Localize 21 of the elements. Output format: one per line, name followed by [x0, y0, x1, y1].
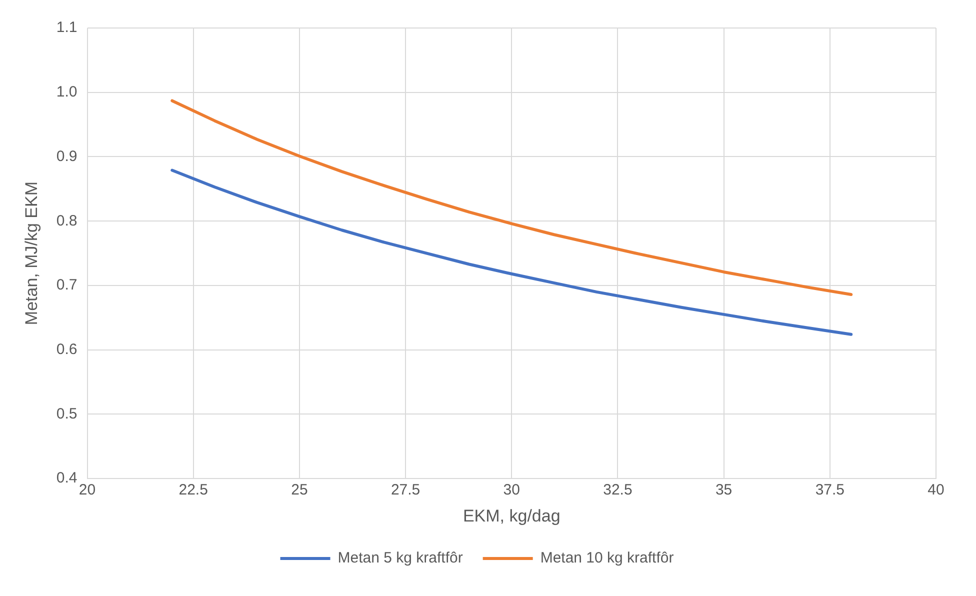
x-axis-title: EKM, kg/dag: [462, 506, 560, 526]
y-tick-label: 0.7: [56, 276, 78, 294]
x-tick-label: 25: [291, 482, 308, 499]
x-tick-label: 37.5: [815, 482, 845, 499]
x-tick-label: 40: [928, 482, 944, 499]
legend-label: Metan 5 kg kraftfôr: [338, 550, 463, 567]
x-tick-label: 35: [715, 482, 732, 499]
x-tick-label: 32.5: [603, 482, 632, 499]
y-tick-label: 1.0: [56, 84, 78, 101]
y-tick-label: 0.6: [56, 341, 78, 358]
y-tick-label: 0.9: [56, 148, 78, 165]
y-tick-label: 0.5: [56, 405, 78, 422]
legend-label: Metan 10 kg kraftfôr: [540, 550, 674, 567]
x-tick-label: 30: [503, 482, 520, 499]
y-tick-label: 0.4: [56, 470, 78, 487]
y-axis-title: Metan, MJ/kg EKM: [22, 181, 41, 326]
x-tick-label: 27.5: [390, 482, 420, 499]
x-tick-label: 20: [78, 482, 96, 499]
y-tick-label: 0.8: [56, 212, 78, 230]
y-tick-label: 1.1: [56, 19, 78, 36]
x-tick-label: 22.5: [178, 482, 208, 499]
